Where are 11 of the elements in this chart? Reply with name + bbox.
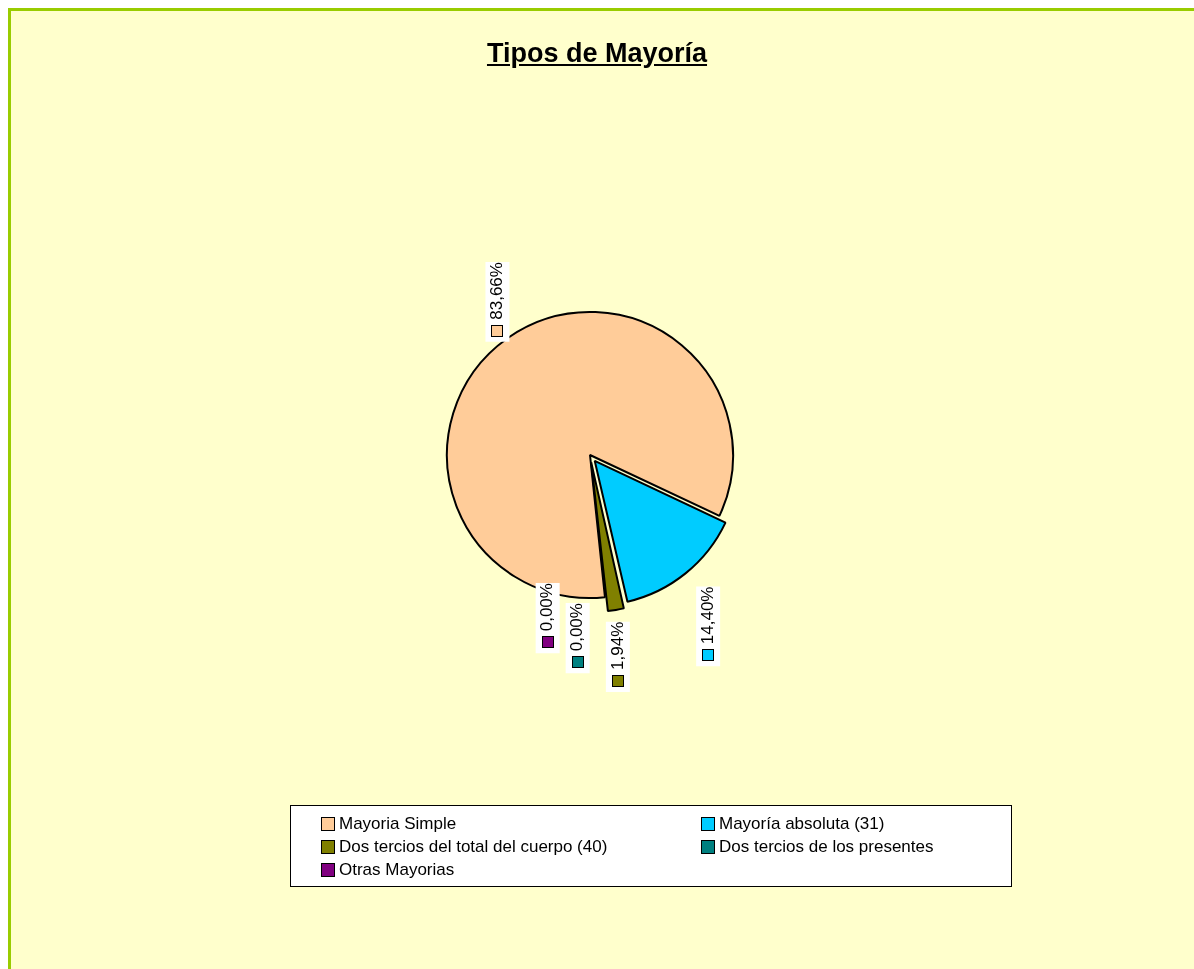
data-label: 14,40% [697, 586, 717, 645]
legend-label: Mayoria Simple [339, 813, 457, 834]
legend-label: Otras Mayorias [339, 859, 455, 880]
legend-label: Mayoría absoluta (31) [719, 813, 885, 834]
chart-title: Tipos de Mayoría [485, 38, 709, 69]
data-label: 83,66% [487, 262, 507, 320]
text: 0,00% [537, 583, 557, 632]
legend-label: Dos tercios de los presentes [719, 836, 934, 857]
legend-label: Dos tercios del total del cuerpo (40) [339, 836, 608, 857]
data-label: 1,94% [607, 621, 627, 670]
text: 0,00% [567, 603, 587, 652]
